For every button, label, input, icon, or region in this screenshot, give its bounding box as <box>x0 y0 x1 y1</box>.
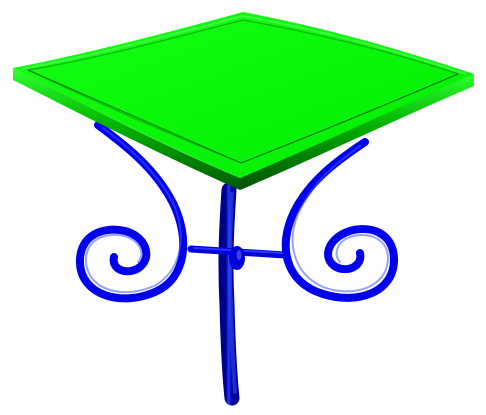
leg-joint-highlight <box>236 250 242 260</box>
tabletop <box>13 12 474 190</box>
front-leg-highlight <box>227 192 237 394</box>
table-legs <box>75 121 398 406</box>
front-leg <box>218 182 240 406</box>
tabletop-highlight <box>21 14 467 75</box>
left-scroll-highlight <box>84 127 182 294</box>
tabletop-surface <box>13 12 474 178</box>
tabletop-bevel-shadow <box>27 69 459 164</box>
right-scroll-highlight <box>291 145 390 293</box>
tabletop-rim-left <box>13 68 240 190</box>
tabletop-rim-right <box>240 74 474 190</box>
right-scroll-leg <box>281 138 398 302</box>
